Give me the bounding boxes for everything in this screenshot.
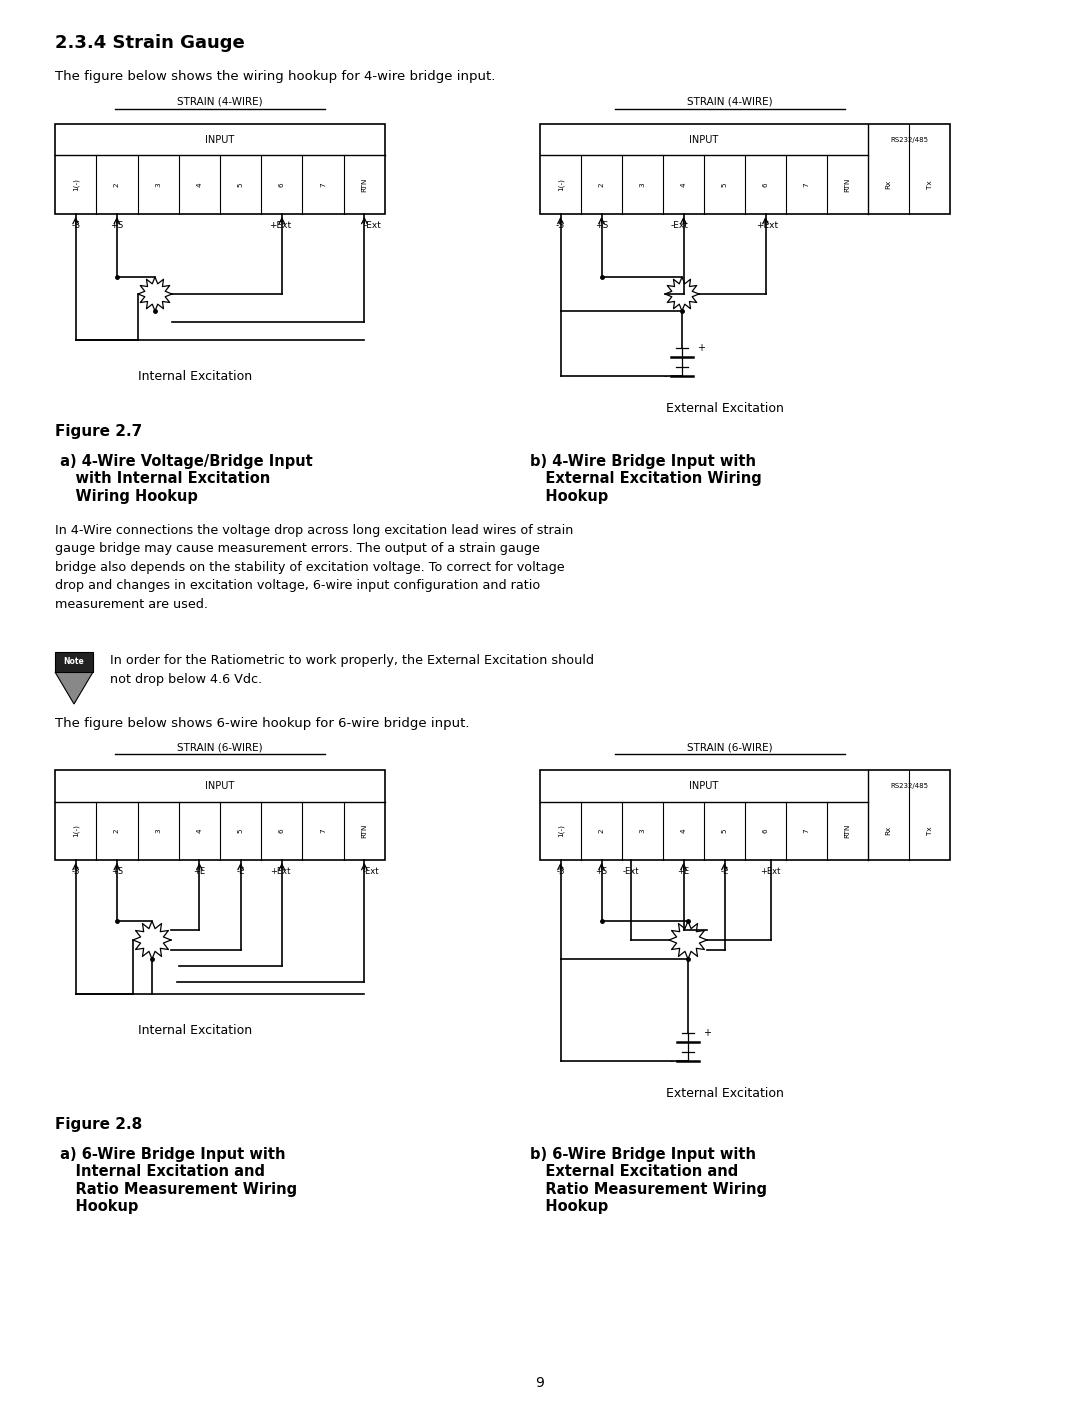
- Bar: [55, 652, 93, 672]
- Text: 4: 4: [680, 182, 687, 186]
- Text: 1(-): 1(-): [72, 178, 79, 191]
- Text: +S: +S: [595, 222, 608, 230]
- Text: 7: 7: [320, 182, 326, 186]
- Text: 2: 2: [598, 829, 605, 833]
- Text: 3: 3: [156, 829, 161, 833]
- Text: 4: 4: [680, 829, 687, 833]
- Text: INPUT: INPUT: [205, 781, 234, 791]
- Text: -Ext: -Ext: [622, 867, 638, 875]
- Text: +: +: [697, 343, 705, 353]
- Text: -S: -S: [71, 867, 80, 875]
- Text: In 4-Wire connections the voltage drop across long excitation lead wires of stra: In 4-Wire connections the voltage drop a…: [55, 524, 573, 611]
- Bar: [55, 770, 384, 860]
- Text: +E: +E: [193, 867, 205, 875]
- Text: -: -: [670, 1056, 673, 1066]
- Text: Internal Excitation: Internal Excitation: [138, 1024, 252, 1036]
- Text: Rx: Rx: [886, 181, 891, 189]
- Text: Rx: Rx: [886, 826, 891, 836]
- Text: +Ext: +Ext: [760, 867, 781, 875]
- Text: b) 4-Wire Bridge Input with
   External Excitation Wiring
   Hookup: b) 4-Wire Bridge Input with External Exc…: [530, 455, 761, 504]
- Text: 5: 5: [721, 829, 728, 833]
- Text: STRAIN (4-WIRE): STRAIN (4-WIRE): [687, 97, 773, 107]
- Text: INPUT: INPUT: [689, 781, 718, 791]
- Text: -S: -S: [71, 222, 80, 230]
- Text: STRAIN (4-WIRE): STRAIN (4-WIRE): [177, 97, 262, 107]
- Text: +S: +S: [111, 867, 123, 875]
- Text: 1(-): 1(-): [72, 825, 79, 837]
- Text: INPUT: INPUT: [689, 134, 718, 145]
- Text: +: +: [703, 1028, 711, 1038]
- Text: -Ext: -Ext: [362, 867, 379, 875]
- Text: -: -: [663, 371, 667, 381]
- Text: -E: -E: [237, 867, 245, 875]
- Text: -E: -E: [720, 867, 729, 875]
- Text: 5: 5: [238, 829, 244, 833]
- Text: STRAIN (6-WIRE): STRAIN (6-WIRE): [687, 741, 773, 753]
- Text: +Ext: +Ext: [269, 222, 291, 230]
- Text: 2: 2: [113, 182, 120, 186]
- Text: In order for the Ratiometric to work properly, the External Excitation should
no: In order for the Ratiometric to work pro…: [110, 654, 594, 685]
- Text: RTN: RTN: [845, 823, 851, 837]
- Text: 7: 7: [804, 829, 810, 833]
- Text: -S: -S: [556, 222, 565, 230]
- Text: 2: 2: [113, 829, 120, 833]
- Text: 5: 5: [721, 182, 728, 186]
- Text: Internal Excitation: Internal Excitation: [138, 370, 252, 383]
- Text: a) 4-Wire Voltage/Bridge Input
    with Internal Excitation
    Wiring Hookup: a) 4-Wire Voltage/Bridge Input with Inte…: [55, 455, 313, 504]
- Text: Figure 2.8: Figure 2.8: [55, 1117, 143, 1132]
- Text: -Ext: -Ext: [364, 222, 381, 230]
- Text: a) 6-Wire Bridge Input with
    Internal Excitation and
    Ratio Measurement Wi: a) 6-Wire Bridge Input with Internal Exc…: [55, 1147, 297, 1214]
- Text: +Ext: +Ext: [270, 867, 291, 875]
- Text: -S: -S: [556, 867, 565, 875]
- Text: RTN: RTN: [362, 823, 367, 837]
- Text: Figure 2.7: Figure 2.7: [55, 424, 143, 439]
- Text: STRAIN (6-WIRE): STRAIN (6-WIRE): [177, 741, 262, 753]
- Text: +S: +S: [595, 867, 608, 875]
- Bar: [540, 124, 950, 215]
- Text: 5: 5: [238, 182, 244, 186]
- Text: 6: 6: [762, 182, 769, 186]
- Text: 7: 7: [804, 182, 810, 186]
- Text: 3: 3: [639, 829, 646, 833]
- Text: 6: 6: [762, 829, 769, 833]
- Text: RTN: RTN: [362, 178, 367, 192]
- Text: b) 6-Wire Bridge Input with
   External Excitation and
   Ratio Measurement Wiri: b) 6-Wire Bridge Input with External Exc…: [530, 1147, 767, 1214]
- Text: 4: 4: [197, 829, 202, 833]
- Bar: [55, 124, 384, 215]
- Text: RTN: RTN: [845, 178, 851, 192]
- Text: 3: 3: [156, 182, 161, 186]
- Text: RS232/485: RS232/485: [890, 782, 928, 789]
- Text: 1(-): 1(-): [557, 178, 564, 191]
- Bar: [540, 770, 950, 860]
- Text: RS232/485: RS232/485: [890, 137, 928, 143]
- Text: +Ext: +Ext: [756, 222, 779, 230]
- Text: External Excitation: External Excitation: [666, 1087, 784, 1100]
- Text: -Ext: -Ext: [671, 222, 688, 230]
- Text: +E: +E: [677, 867, 689, 875]
- Text: 2.3.4 Strain Gauge: 2.3.4 Strain Gauge: [55, 34, 245, 52]
- Text: Tx: Tx: [927, 181, 932, 189]
- Text: 4: 4: [197, 182, 202, 186]
- Text: 6: 6: [279, 182, 285, 186]
- Text: 7: 7: [320, 829, 326, 833]
- Text: The figure below shows 6-wire hookup for 6-wire bridge input.: The figure below shows 6-wire hookup for…: [55, 717, 470, 730]
- Text: +S: +S: [110, 222, 123, 230]
- Text: Note: Note: [64, 658, 84, 666]
- Text: 3: 3: [639, 182, 646, 186]
- Text: Tx: Tx: [927, 826, 932, 834]
- Text: INPUT: INPUT: [205, 134, 234, 145]
- Text: The figure below shows the wiring hookup for 4-wire bridge input.: The figure below shows the wiring hookup…: [55, 71, 496, 83]
- Text: 6: 6: [279, 829, 285, 833]
- Text: External Excitation: External Excitation: [666, 402, 784, 415]
- Text: 2: 2: [598, 182, 605, 186]
- Polygon shape: [55, 672, 93, 705]
- Text: 9: 9: [536, 1377, 544, 1389]
- Text: 1(-): 1(-): [557, 825, 564, 837]
